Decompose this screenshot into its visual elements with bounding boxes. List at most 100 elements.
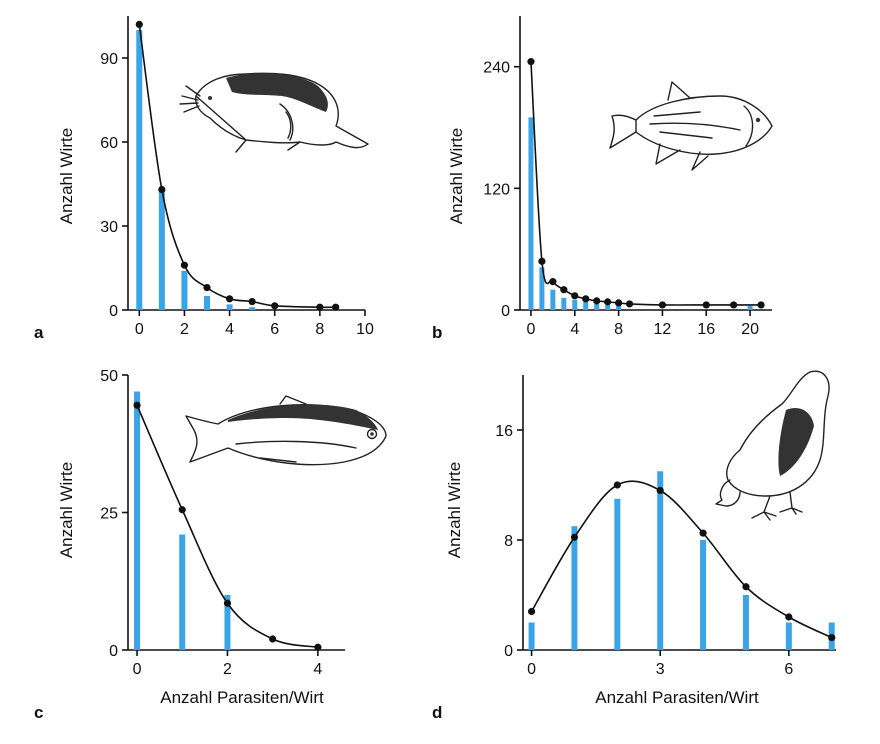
- panel-a-ytick-label: 0: [109, 303, 118, 320]
- panel-d-bar: [785, 622, 792, 650]
- panel-a-fit-point: [316, 303, 324, 311]
- carp-fish-illustration: [609, 81, 773, 171]
- panel-d-bar: [657, 471, 664, 650]
- panel-a-fit-point: [248, 298, 256, 306]
- panel-b-bar: [561, 297, 567, 310]
- panel-b-fit-point: [702, 301, 710, 309]
- panel-d-fit-point: [613, 481, 621, 489]
- panel-b-xtick-label: 20: [741, 321, 759, 338]
- panel-a-fit-point: [203, 284, 211, 292]
- panel-b-fit-point: [625, 300, 634, 308]
- panel-a-xtick-label: 2: [180, 321, 189, 338]
- panel-d-ytick-label: 8: [504, 533, 513, 550]
- panel-a-plot: 0 30 60 90 0 2 4 6 8 10: [100, 16, 374, 338]
- panel-b-xtick-label: 0: [527, 321, 536, 338]
- panel-d: Anzahl Wirte Anzahl Parasiten/Wirt d 0 8 1…: [432, 370, 836, 722]
- panel-b-ytick-label: 0: [501, 303, 510, 320]
- panel-c: Anzahl Wirte Anzahl Parasiten/Wirt c 025…: [34, 368, 387, 722]
- panel-d-xtick-label: 3: [656, 661, 665, 678]
- panel-a-xtick-label: 0: [135, 321, 144, 338]
- panel-b-ytick-label: 240: [483, 60, 510, 77]
- panel-c-bar: [179, 534, 186, 650]
- panel-a-fit-line: [138, 24, 336, 309]
- panel-b-fit-point: [757, 301, 765, 309]
- panel-c-bar: [224, 595, 231, 650]
- panel-b-fit-point: [527, 58, 535, 66]
- panel-b-ytick-label: 120: [483, 181, 510, 198]
- panel-b-fit-point: [560, 286, 568, 294]
- panel-c-fit-point: [178, 506, 186, 514]
- panel-c-xtick-label: 2: [223, 661, 232, 678]
- panel-d-ytick-label: 0: [504, 643, 513, 660]
- panel-c-plot: 0 25 50 0 2 4: [100, 368, 345, 678]
- panel-c-xtick-label: 0: [133, 661, 142, 678]
- panel-c-xtick-label: 4: [313, 661, 322, 678]
- panel-a-ytick-label: 60: [100, 135, 118, 152]
- panel-d-fit-point: [785, 613, 793, 621]
- panel-b-fit-point: [658, 301, 667, 309]
- panel-b-fit-point: [615, 299, 623, 307]
- panel-d-ytick-label: 16: [495, 423, 513, 440]
- panel-a-fit-point: [135, 20, 143, 28]
- panel-d-fit-point: [570, 533, 579, 541]
- panel-b-fit-point: [730, 301, 738, 309]
- panel-c-xlabel: Anzahl Parasiten/Wirt: [160, 688, 324, 707]
- panel-a-xtick-label: 6: [270, 321, 279, 338]
- panel-c-fit-point: [133, 401, 141, 409]
- panel-b-fit-point: [571, 292, 579, 300]
- panel-b-bar: [605, 304, 611, 310]
- panel-b-bar: [539, 267, 545, 310]
- panel-a-ytick-label: 90: [100, 51, 118, 68]
- panel-b-bar: [747, 305, 753, 310]
- panel-b-fit-point: [549, 278, 557, 286]
- panel-b-fit-line: [530, 61, 762, 306]
- panel-b-fit-point: [582, 295, 590, 303]
- panel-d-fit-point: [699, 529, 707, 537]
- panel-a-bar: [204, 296, 210, 310]
- panel-a-xtick-label: 8: [315, 321, 324, 338]
- panel-a-letter: a: [34, 323, 44, 342]
- panel-b: Anzahl Wirte b 0 120 240 0 4 8 12 16 20: [432, 16, 773, 342]
- panel-b-fit-point: [538, 257, 546, 265]
- panel-a-ytick-label: 30: [100, 219, 118, 236]
- panel-c-letter: c: [34, 703, 43, 722]
- panel-d-letter: d: [432, 703, 442, 722]
- panel-b-ylabel: Anzahl Wirte: [447, 128, 466, 224]
- panel-c-ytick-label: 50: [100, 368, 118, 385]
- panel-a-bar: [249, 307, 256, 310]
- panel-c-bar: [134, 391, 141, 650]
- panel-d-xtick-label: 0: [527, 661, 536, 678]
- panel-b-bar: [528, 117, 534, 311]
- panel-d-bar: [614, 498, 621, 650]
- panel-d-bar: [528, 622, 535, 650]
- panel-c-fit-point: [223, 599, 232, 607]
- panel-c-fit-line: [136, 404, 319, 649]
- panel-d-fit-point: [742, 583, 750, 591]
- panel-b-plot: 0 120 240 0 4 8 12 16 20: [483, 16, 772, 338]
- panel-c-fit-point: [269, 635, 277, 643]
- panel-a-xtick-label: 4: [225, 321, 234, 338]
- panel-b-letter: b: [432, 323, 442, 342]
- panel-a-fit-point: [225, 295, 234, 303]
- panel-d-xlabel: Anzahl Parasiten/Wirt: [595, 688, 759, 707]
- panel-a-bar: [226, 304, 233, 310]
- panel-a-bar: [136, 30, 143, 310]
- panel-d-plot: 0 8 16 0 3 6: [495, 375, 836, 678]
- panel-a-fit-point: [180, 261, 189, 269]
- panel-b-fit-point: [604, 298, 612, 306]
- panel-c-ytick-label: 25: [100, 506, 118, 523]
- panel-b-xtick-label: 8: [614, 321, 623, 338]
- panel-a-bar: [158, 192, 165, 310]
- rodent-illustration: [179, 72, 369, 153]
- panel-b-fit-point: [593, 297, 601, 305]
- panel-b-bar: [594, 303, 600, 310]
- panel-b-bar: [550, 289, 556, 310]
- panel-d-fit-point: [828, 634, 836, 642]
- panel-a-ylabel: Anzahl Wirte: [57, 128, 76, 224]
- panel-a: Anzahl Wirte a 0 30 60 90 0 2 4 6 8 10: [34, 16, 374, 342]
- panel-d-bar: [742, 595, 749, 650]
- panel-a-xtick-label: 10: [356, 321, 374, 338]
- panel-a-fit-point: [332, 303, 340, 311]
- panel-c-ytick-label: 0: [109, 643, 118, 660]
